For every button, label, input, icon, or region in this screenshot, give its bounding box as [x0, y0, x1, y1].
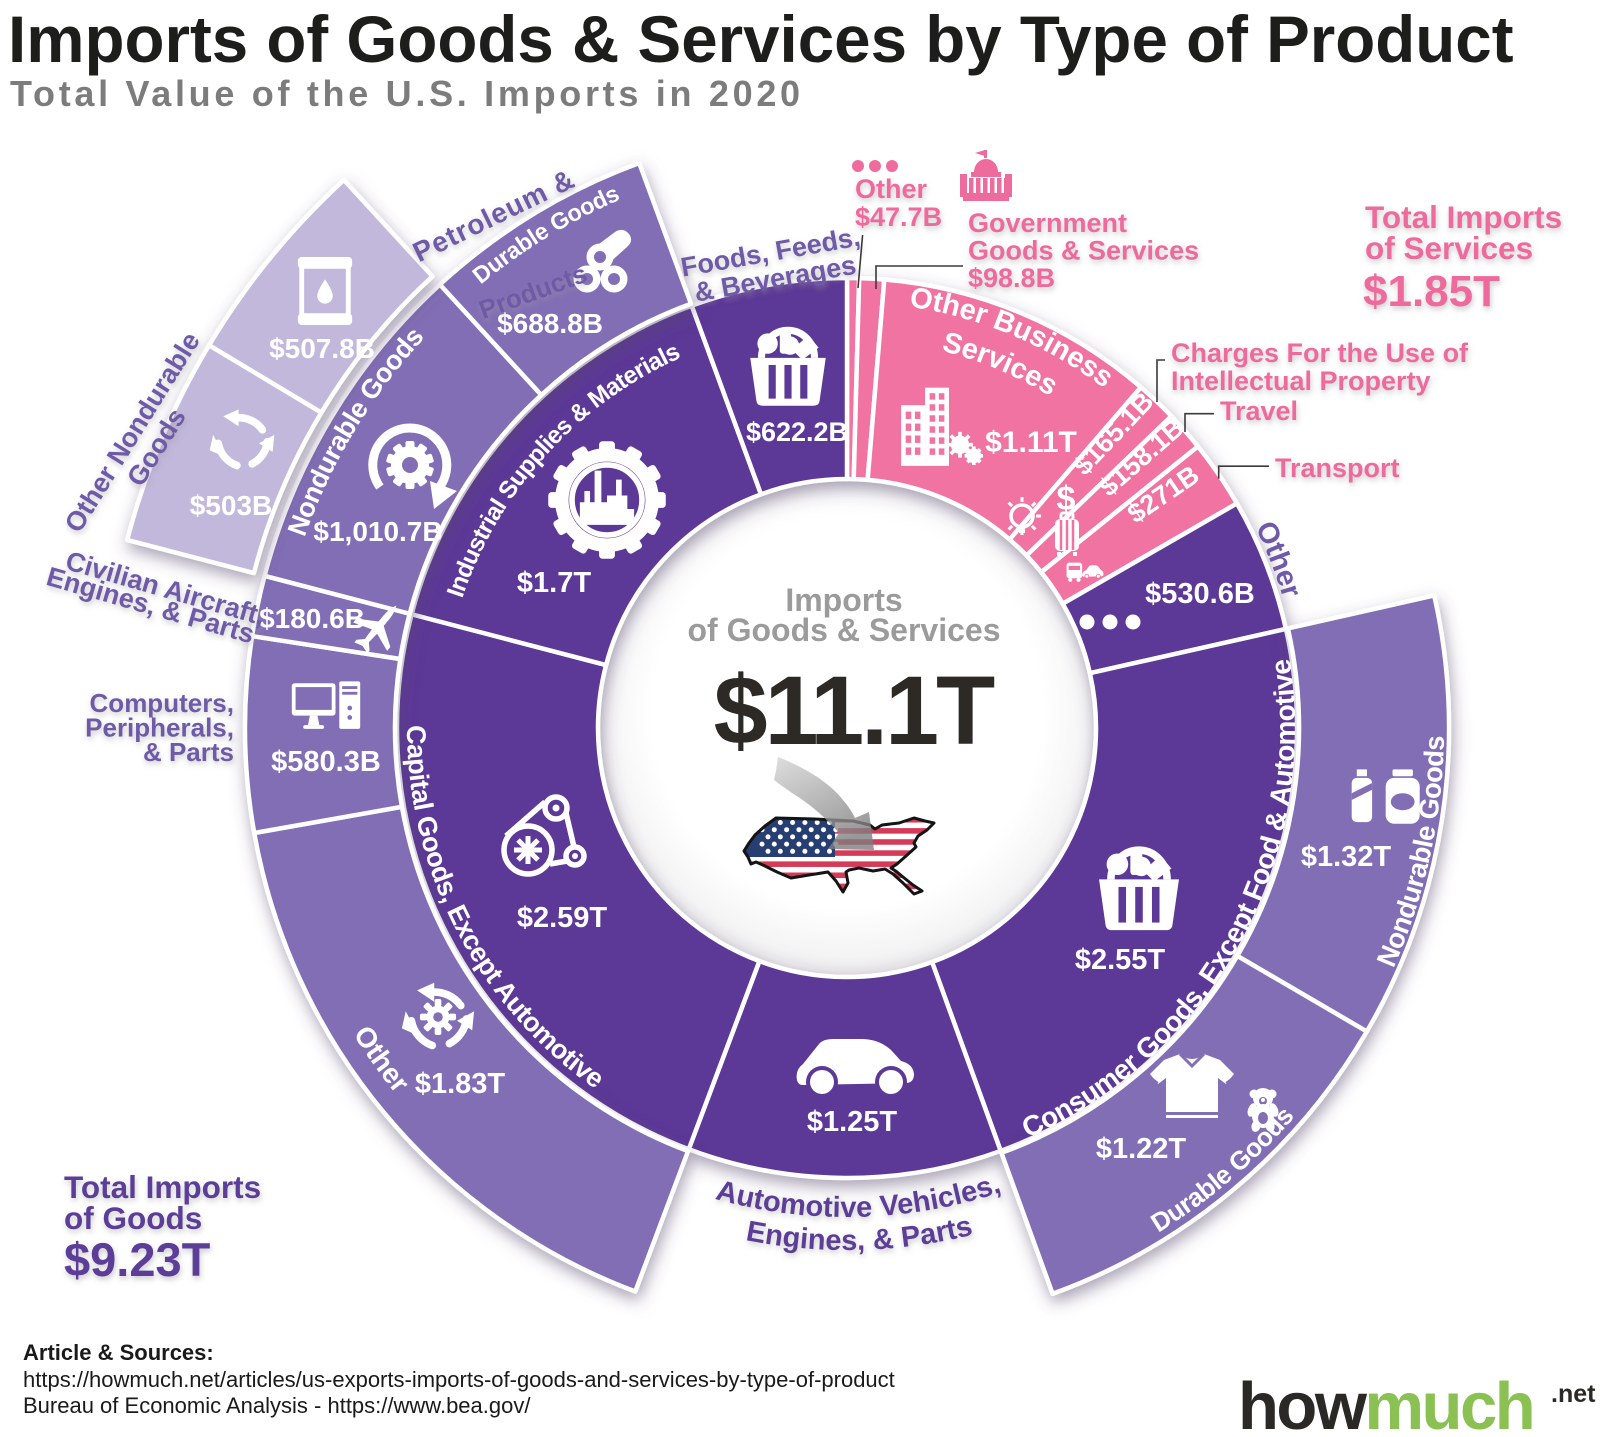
svg-text:$1.25T: $1.25T	[807, 1106, 898, 1138]
svg-text:$: $	[1057, 480, 1076, 518]
svg-text:Transport: Transport	[1275, 453, 1400, 483]
svg-text:$1.7T: $1.7T	[517, 567, 591, 599]
svg-text:$507.8B: $507.8B	[269, 333, 375, 364]
svg-text:Travel: Travel	[1220, 396, 1298, 426]
svg-text:Imports of Goods & Services by: Imports of Goods & Services by Type of P…	[8, 3, 1514, 76]
svg-text:$580.3B: $580.3B	[271, 746, 381, 778]
svg-text:$1.83T: $1.83T	[415, 1068, 506, 1100]
svg-text:$530.6B: $530.6B	[1145, 578, 1255, 610]
svg-text:$1.11T: $1.11T	[985, 426, 1077, 459]
svg-text:$11.1T: $11.1T	[714, 656, 995, 765]
svg-text:$688.8B: $688.8B	[497, 308, 603, 339]
svg-text:of Goods & Services: of Goods & Services	[688, 612, 1001, 648]
svg-text:Total Value of the U.S. Import: Total Value of the U.S. Imports in 2020	[10, 73, 804, 114]
svg-text:Computers,Peripherals,& Parts: Computers, Peripherals, & Parts	[85, 688, 234, 767]
svg-text:$622.2B: $622.2B	[746, 417, 848, 447]
svg-text:$2.55T: $2.55T	[1075, 944, 1166, 976]
svg-text:Other$47.7B: Other $47.7B	[855, 174, 942, 232]
svg-text:$1,010.7B: $1,010.7B	[313, 516, 442, 547]
svg-text:$9.23T: $9.23T	[64, 1233, 211, 1286]
svg-text:Imports: Imports	[785, 582, 902, 618]
svg-text:$180.6B: $180.6B	[259, 603, 365, 634]
svg-text:.net: .net	[1551, 1380, 1596, 1408]
svg-text:$503B: $503B	[190, 490, 273, 521]
svg-text:Bureau of Economic Analysis -: Bureau of Economic Analysis - https://ww…	[23, 1393, 531, 1418]
svg-text:howmuch: howmuch	[1238, 1369, 1533, 1437]
svg-text:https://howmuch.net/articles/u: https://howmuch.net/articles/us-exports-…	[23, 1367, 895, 1392]
svg-text:$2.59T: $2.59T	[517, 902, 608, 934]
svg-text:$1.22T: $1.22T	[1096, 1133, 1187, 1165]
svg-text:$1.85T: $1.85T	[1363, 267, 1500, 316]
svg-text:$1.32T: $1.32T	[1301, 841, 1392, 873]
svg-text:Article & Sources:: Article & Sources:	[23, 1340, 214, 1365]
